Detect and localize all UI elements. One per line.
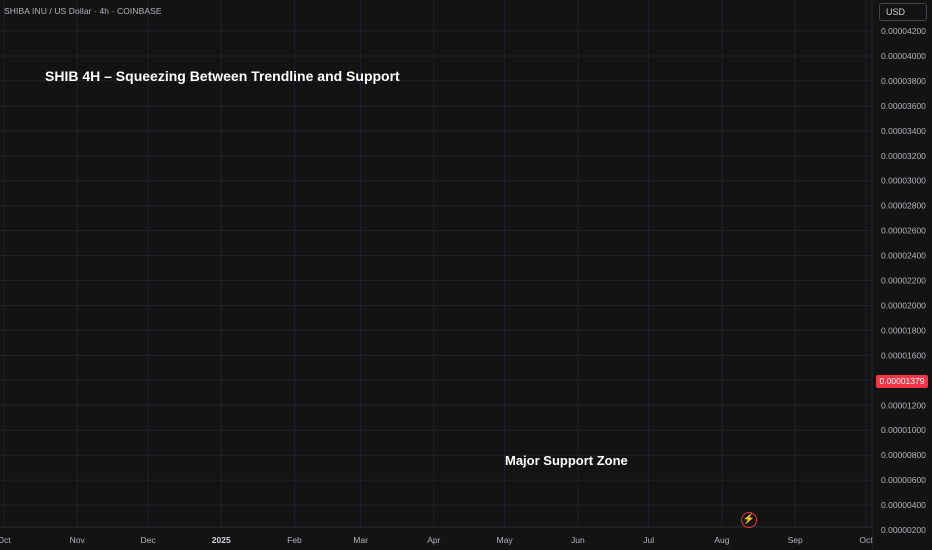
y-tick-label: 0.00001000 — [881, 425, 926, 435]
currency-selector[interactable]: USD — [879, 3, 927, 21]
y-tick-label: 0.00003600 — [881, 101, 926, 111]
lightning-bolt-icon[interactable]: ⚡ — [741, 512, 757, 528]
support-zone-label: Major Support Zone — [505, 453, 628, 468]
x-tick-label: Nov — [70, 535, 86, 545]
x-tick-label: Jun — [571, 535, 585, 545]
x-tick-label: Apr — [427, 535, 440, 545]
y-tick-label: 0.00003200 — [881, 151, 926, 161]
x-tick-label: Oct — [859, 535, 873, 545]
time-axis[interactable]: Oct Nov Dec 2025 Feb Mar Apr May Jun Jul Aug Sep Oct — [0, 526, 873, 550]
y-tick-label: 0.00001800 — [881, 325, 926, 335]
y-tick-label: 0.00003000 — [881, 176, 926, 186]
y-tick-label: 0.00001600 — [881, 350, 926, 360]
symbol-title: SHIBA INU / US Dollar · 4h · COINBASE — [4, 6, 162, 16]
y-tick-label: 0.00003800 — [881, 76, 926, 86]
price-axis[interactable]: 0.00004200 0.00004000 0.00003800 0.00003600… — [881, 26, 926, 535]
x-tick-label: Jul — [643, 535, 654, 545]
current-price-tag: 0.00001379 — [876, 375, 928, 388]
y-tick-label: 0.00000200 — [881, 525, 926, 535]
x-tick-label: May — [497, 535, 514, 545]
y-tick-label: 0.00002800 — [881, 201, 926, 211]
y-tick-label: 0.00002000 — [881, 300, 926, 310]
x-tick-label: Aug — [714, 535, 729, 545]
y-tick-label: 0.00000600 — [881, 475, 926, 485]
grid-lines — [0, 0, 872, 531]
time-axis-bg — [0, 527, 872, 550]
chart-title: SHIB 4H – Squeezing Between Trendline an… — [45, 68, 400, 84]
y-tick-label: 0.00001200 — [881, 400, 926, 410]
x-tick-label: Dec — [140, 535, 156, 545]
y-tick-label: 0.00002400 — [881, 251, 926, 261]
y-tick-label: 0.00003400 — [881, 126, 926, 136]
y-tick-label: 0.00004200 — [881, 26, 926, 36]
x-tick-label: Sep — [788, 535, 803, 545]
x-tick-label: Oct — [0, 535, 11, 545]
y-tick-label: 0.00000400 — [881, 500, 926, 510]
y-tick-label: 0.00004000 — [881, 51, 926, 61]
x-tick-label: Feb — [287, 535, 302, 545]
x-tick-label: Mar — [353, 535, 368, 545]
y-tick-label: 0.00000800 — [881, 450, 926, 460]
x-tick-label: 2025 — [212, 535, 231, 545]
y-tick-label: 0.00002200 — [881, 276, 926, 286]
y-tick-label: 0.00002600 — [881, 226, 926, 236]
